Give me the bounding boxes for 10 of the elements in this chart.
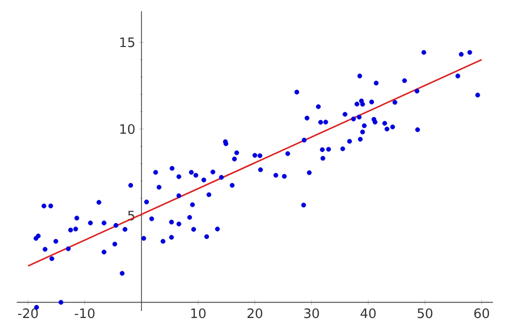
x-tick-label: 60 [474, 308, 490, 318]
x-tick-label: 50 [418, 308, 432, 318]
y-tick-label: 15 [120, 38, 134, 48]
x-tick-label: -20 [18, 308, 38, 318]
x-tick-label: -10 [74, 308, 94, 318]
x-tick-label: 30 [304, 308, 319, 318]
x-tick-label: 20 [248, 308, 262, 318]
x-tick-label: 40 [360, 308, 376, 318]
x-tick-label: 10 [191, 308, 206, 318]
y-tick-label: 10 [120, 124, 135, 134]
